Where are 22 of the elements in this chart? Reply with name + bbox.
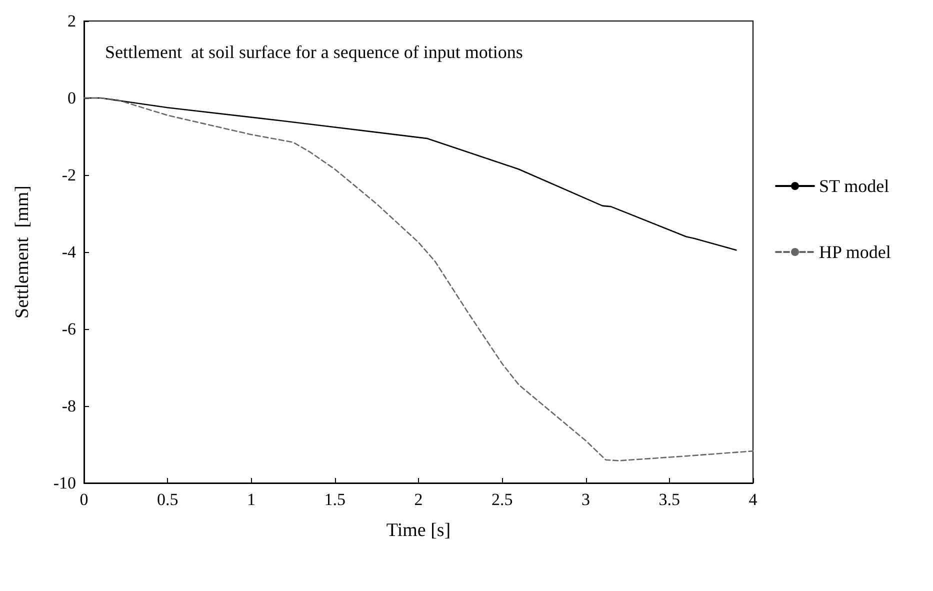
y-tick-label: -10 (53, 474, 76, 492)
x-tick-label: 3 (582, 490, 590, 509)
x-tick-label: 0.5 (157, 490, 178, 509)
x-tick-label: 3.5 (658, 490, 680, 509)
text: Settlement at soil surface for a sequence of input motions (105, 42, 523, 62)
y-tick-label: 2 (68, 12, 76, 30)
y-axis-title: Settlement [mm] (12, 186, 33, 318)
x-tick-label: 1 (247, 490, 256, 509)
y-tick-label: -4 (62, 242, 76, 262)
y-tick-label: -6 (62, 320, 76, 338)
x-tick-label: 4 (748, 490, 758, 509)
legend-label: HP model (819, 242, 891, 262)
line-series (83, 97, 754, 462)
x-axis-title: Time [s] (386, 520, 451, 541)
y-tick-label: -2 (62, 166, 76, 184)
legend-label: ST model (819, 176, 890, 196)
y-tick-label: 0 (68, 88, 76, 108)
x-tick-label: 0 (80, 490, 88, 509)
x-tick-label: 2.5 (492, 490, 513, 509)
x-tick-label: 2 (414, 490, 423, 509)
x-tick-label: 1.5 (324, 490, 346, 509)
y-tick-label: -8 (62, 396, 76, 416)
